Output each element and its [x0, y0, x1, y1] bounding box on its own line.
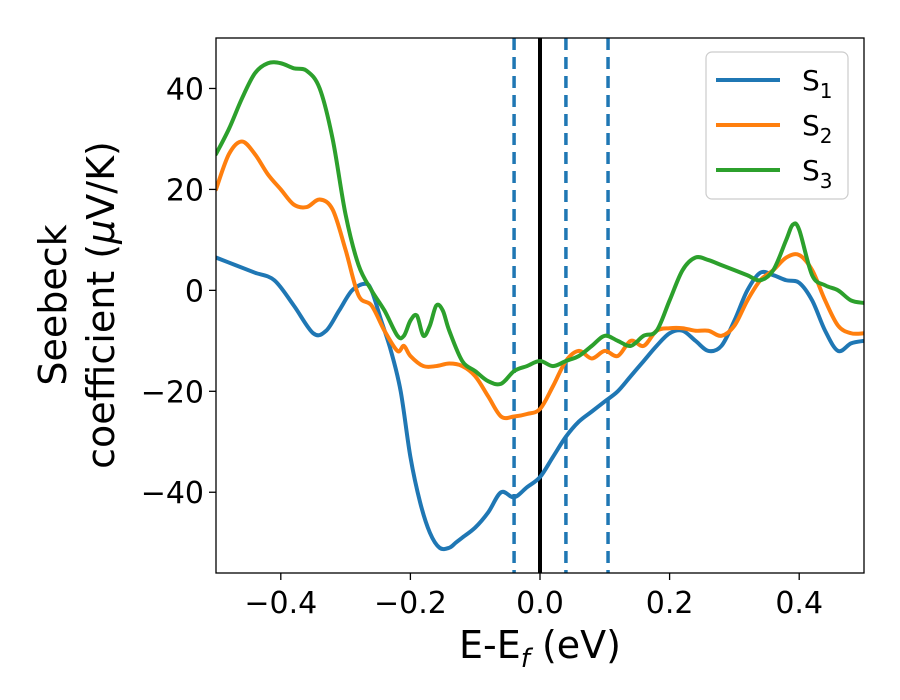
x-axis-ticks: −0.4 −0.2 0.0 0.2 0.4	[244, 573, 823, 621]
y-tick-label: 20	[166, 173, 204, 208]
series-line-s2	[216, 139, 864, 421]
legend-label-s2: S2	[802, 109, 833, 148]
y-axis-ticks: −40 −20 0 20 40	[141, 72, 216, 511]
x-tick-label: −0.4	[244, 586, 317, 621]
y-axis-title-line2: coefficient (μV/K)	[79, 141, 123, 469]
y-axis-title-line1: Seebeck	[31, 224, 75, 385]
y-tick-label: −40	[141, 476, 204, 511]
x-tick-label: 0.0	[516, 586, 564, 621]
y-tick-label: 40	[166, 72, 204, 107]
x-axis-title: E-Ef (eV)	[459, 623, 621, 674]
x-tick-label: −0.2	[374, 586, 447, 621]
legend-label-s1: S1	[802, 64, 833, 103]
reference-lines	[512, 38, 610, 573]
y-tick-label: −20	[141, 375, 204, 410]
y-axis-title: Seebeck coefficient (μV/K)	[31, 141, 123, 469]
x-tick-label: 0.4	[775, 586, 823, 621]
x-tick-label: 0.2	[646, 586, 694, 621]
series-line-s3	[216, 60, 864, 387]
y-tick-label: 0	[185, 274, 204, 309]
series-lines	[216, 60, 864, 552]
legend: S1 S2 S3	[705, 51, 849, 200]
legend-label-s3: S3	[802, 154, 833, 193]
